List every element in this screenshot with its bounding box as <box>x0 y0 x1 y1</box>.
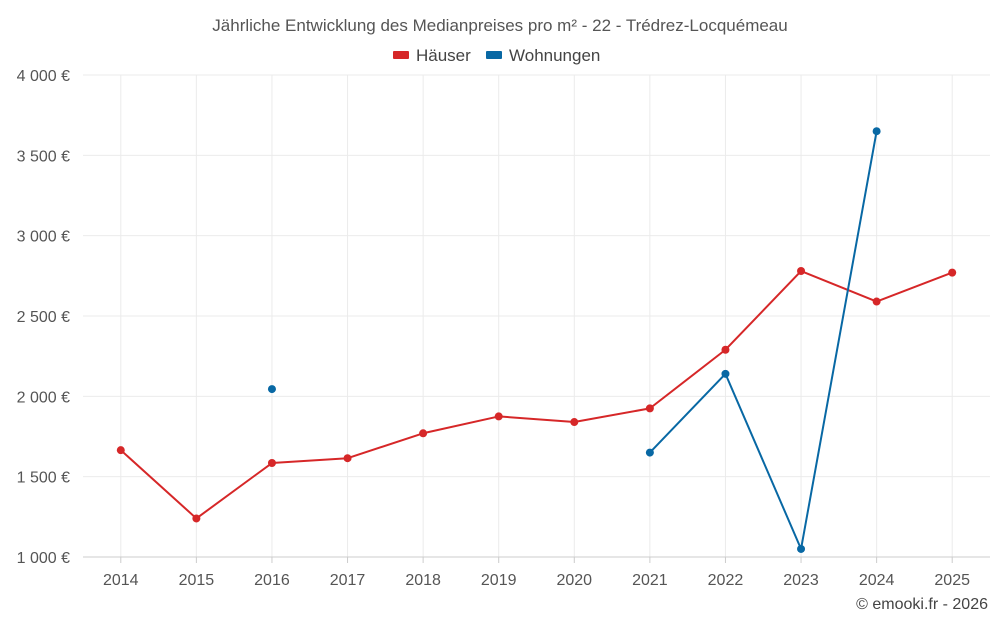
data-point-haeuser[interactable] <box>192 514 201 523</box>
y-tick-label: 1 000 € <box>17 550 70 567</box>
y-tick-label: 3 500 € <box>17 148 70 165</box>
x-tick-label: 2017 <box>330 572 366 589</box>
credit: © emooki.fr - 2026 <box>856 596 988 613</box>
y-tick-label: 2 500 € <box>17 309 70 326</box>
data-point-haeuser[interactable] <box>721 345 730 354</box>
data-point-haeuser[interactable] <box>645 404 654 413</box>
legend-swatch-wohnungen <box>486 51 502 59</box>
series-haeuser <box>116 267 957 523</box>
series-line-wohnungen <box>649 131 878 550</box>
x-tick-label: 2022 <box>708 572 744 589</box>
data-point-haeuser[interactable] <box>494 412 503 421</box>
data-point-haeuser[interactable] <box>419 429 428 438</box>
y-tick-label: 4 000 € <box>17 68 70 85</box>
legend-item-wohnungen[interactable]: Wohnungen <box>486 46 600 65</box>
x-tick-label: 2023 <box>783 572 819 589</box>
x-tick-label: 2019 <box>481 572 517 589</box>
chart-title: Jährliche Entwicklung des Medianpreises … <box>212 16 787 35</box>
x-tick-label: 2016 <box>254 572 290 589</box>
legend-label-wohnungen: Wohnungen <box>509 46 600 65</box>
series-line-haeuser <box>120 270 953 520</box>
x-tick-label: 2018 <box>405 572 441 589</box>
x-tick-label: 2014 <box>103 572 139 589</box>
data-point-wohnungen[interactable] <box>797 544 806 553</box>
y-tick-label: 3 000 € <box>17 229 70 246</box>
x-tick-label: 2015 <box>179 572 215 589</box>
series-wohnungen <box>267 127 881 553</box>
data-point-wohnungen[interactable] <box>872 127 881 136</box>
axes: 1 000 € 1 500 € 2 000 € 2 500 € 3 000 € 3 500… <box>17 68 990 589</box>
data-point-wohnungen[interactable] <box>721 369 730 378</box>
legend: Häuser Wohnungen <box>393 46 600 65</box>
data-point-haeuser[interactable] <box>570 418 579 427</box>
data-point-wohnungen[interactable] <box>645 448 654 457</box>
y-tick-label: 2 000 € <box>17 389 70 406</box>
data-point-haeuser[interactable] <box>797 267 806 276</box>
legend-label-haeuser: Häuser <box>416 46 471 65</box>
x-tick-label: 2025 <box>934 572 970 589</box>
data-point-haeuser[interactable] <box>948 268 957 277</box>
data-point-haeuser[interactable] <box>116 446 125 455</box>
data-point-haeuser[interactable] <box>267 459 276 468</box>
legend-item-haeuser[interactable]: Häuser <box>393 46 471 65</box>
y-tick-label: 1 500 € <box>17 470 70 487</box>
series <box>116 127 957 553</box>
data-point-wohnungen[interactable] <box>267 385 276 394</box>
data-point-haeuser[interactable] <box>343 454 352 463</box>
x-tick-label: 2021 <box>632 572 668 589</box>
grid <box>83 74 990 557</box>
x-tick-label: 2020 <box>556 572 592 589</box>
data-point-haeuser[interactable] <box>872 297 881 306</box>
legend-swatch-haeuser <box>393 51 409 59</box>
x-tick-label: 2024 <box>859 572 895 589</box>
